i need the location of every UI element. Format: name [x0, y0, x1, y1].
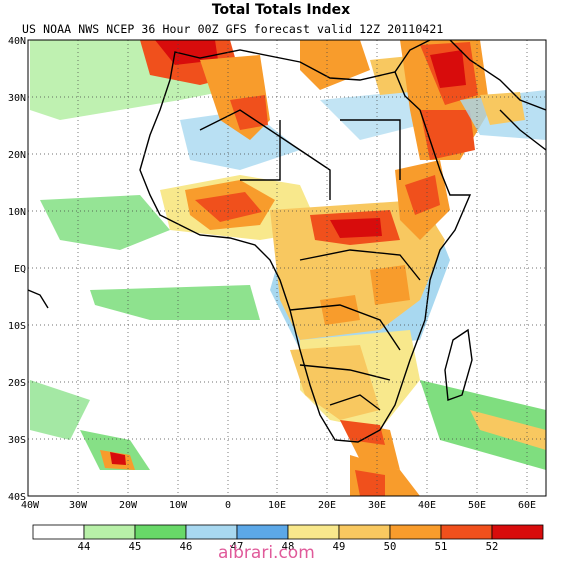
lon-label: 0 — [225, 500, 231, 511]
legend-label: 48 — [282, 541, 295, 553]
legend-swatch — [491, 524, 544, 540]
legend-label: 46 — [180, 541, 193, 553]
lat-label: EQ — [14, 264, 26, 275]
legend-label: 44 — [78, 541, 91, 553]
lon-label: 50E — [468, 500, 486, 511]
lon-label: 20W — [119, 500, 138, 511]
lon-label: 20E — [318, 500, 336, 511]
legend-swatch — [236, 524, 289, 540]
legend-label: 51 — [435, 541, 448, 553]
graticule — [28, 40, 546, 496]
lat-label: 40S — [8, 492, 26, 503]
legend-label: 47 — [231, 541, 244, 553]
legend-swatch — [83, 524, 136, 540]
legend-swatch — [287, 524, 340, 540]
legend-label: 50 — [384, 541, 397, 553]
lat-label: 40N — [8, 36, 26, 47]
legend-swatch — [32, 524, 85, 540]
index-field — [30, 40, 546, 496]
legend-swatch — [134, 524, 187, 540]
legend-labels: 44 45 46 47 48 49 50 51 52 — [78, 541, 499, 553]
legend-swatch — [338, 524, 391, 540]
lat-label: 30N — [8, 93, 26, 104]
lat-label: 10S — [8, 321, 26, 332]
map-frame — [27, 39, 547, 497]
watermark-text: aibrari.com — [218, 543, 315, 563]
map-subtitle: US NOAA NWS NCEP 36 Hour 00Z GFS forecas… — [22, 22, 444, 36]
legend-label: 52 — [486, 541, 499, 553]
lat-label: 20S — [8, 378, 26, 389]
lon-label: 10W — [169, 500, 188, 511]
lon-label: 30W — [69, 500, 88, 511]
lat-label: 20N — [8, 150, 26, 161]
legend-label: 49 — [333, 541, 346, 553]
legend-label: 45 — [129, 541, 142, 553]
lon-label: 30E — [368, 500, 386, 511]
lon-axis: 40W 30W 20W 10W 0 10E 20E 30E 40E 50E 60… — [21, 500, 536, 511]
lat-label: 10N — [8, 207, 26, 218]
lon-label: 60E — [518, 500, 536, 511]
lon-label: 40W — [21, 500, 40, 511]
lon-label: 10E — [268, 500, 286, 511]
color-legend — [32, 524, 544, 540]
lon-label: 40E — [418, 500, 436, 511]
legend-swatch — [389, 524, 442, 540]
lat-label: 30S — [8, 435, 26, 446]
lat-axis: 40N 30N 20N 10N EQ 10S 20S 30S 40S — [8, 36, 26, 503]
legend-swatch — [440, 524, 493, 540]
map-title: Total Totals Index — [211, 2, 351, 18]
legend-swatch — [185, 524, 238, 540]
coastlines — [28, 40, 546, 443]
